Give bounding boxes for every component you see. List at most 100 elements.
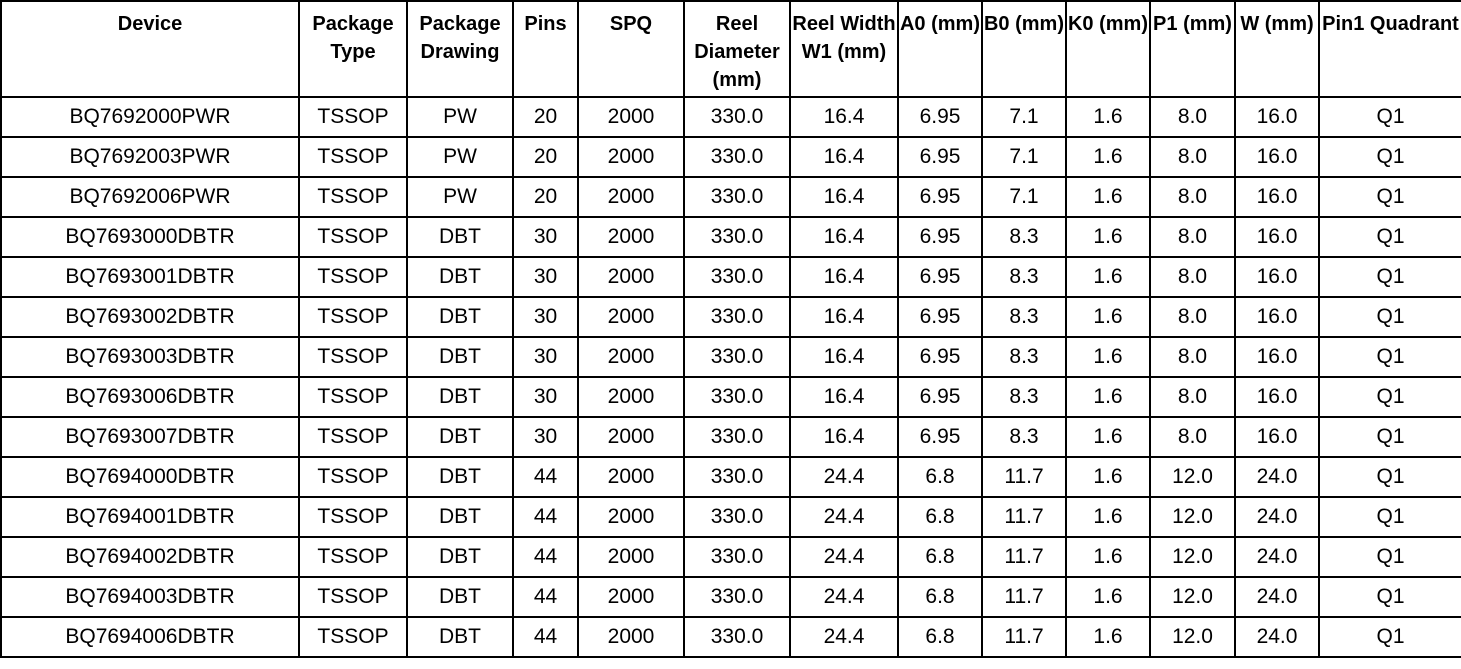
cell-package-type: TSSOP <box>298 616 408 658</box>
header-package-drawing: Package Drawing <box>406 0 514 98</box>
cell-k0: 1.6 <box>1065 176 1151 218</box>
cell-b0: 8.3 <box>981 216 1067 258</box>
cell-a0: 6.8 <box>897 576 983 618</box>
cell-spq: 2000 <box>577 336 685 378</box>
cell-b0: 8.3 <box>981 416 1067 458</box>
cell-w: 16.0 <box>1234 96 1320 138</box>
cell-p1: 8.0 <box>1149 256 1236 298</box>
cell-device: BQ7693006DBTR <box>0 376 300 418</box>
cell-a0: 6.95 <box>897 296 983 338</box>
cell-reel-width: 16.4 <box>789 296 899 338</box>
cell-package-drawing: DBT <box>406 256 514 298</box>
cell-k0: 1.6 <box>1065 336 1151 378</box>
cell-reel-width: 24.4 <box>789 536 899 578</box>
cell-b0: 7.1 <box>981 136 1067 178</box>
cell-package-type: TSSOP <box>298 96 408 138</box>
header-pin1-quadrant: Pin1 Quadrant <box>1318 0 1461 98</box>
cell-pin1-quadrant: Q1 <box>1318 216 1461 258</box>
cell-spq: 2000 <box>577 96 685 138</box>
cell-reel-width: 24.4 <box>789 616 899 658</box>
cell-spq: 2000 <box>577 576 685 618</box>
cell-device: BQ7693007DBTR <box>0 416 300 458</box>
cell-w: 16.0 <box>1234 256 1320 298</box>
cell-p1: 8.0 <box>1149 416 1236 458</box>
cell-p1: 12.0 <box>1149 496 1236 538</box>
cell-a0: 6.8 <box>897 456 983 498</box>
table-row: BQ7692003PWR TSSOP PW 20 2000 330.0 16.4 6.95 7.… <box>0 136 1461 178</box>
cell-device: BQ7692003PWR <box>0 136 300 178</box>
table-row: BQ7694006DBTR TSSOP DBT 44 2000 330.0 24.4 6.8 1… <box>0 616 1461 658</box>
cell-pin1-quadrant: Q1 <box>1318 136 1461 178</box>
cell-pins: 30 <box>512 296 579 338</box>
cell-w: 16.0 <box>1234 336 1320 378</box>
cell-spq: 2000 <box>577 456 685 498</box>
cell-reel-width: 16.4 <box>789 336 899 378</box>
cell-k0: 1.6 <box>1065 576 1151 618</box>
cell-reel-diameter: 330.0 <box>683 336 791 378</box>
cell-b0: 11.7 <box>981 576 1067 618</box>
cell-b0: 11.7 <box>981 536 1067 578</box>
cell-a0: 6.95 <box>897 376 983 418</box>
cell-p1: 8.0 <box>1149 376 1236 418</box>
cell-pin1-quadrant: Q1 <box>1318 296 1461 338</box>
cell-spq: 2000 <box>577 496 685 538</box>
cell-reel-diameter: 330.0 <box>683 536 791 578</box>
cell-reel-diameter: 330.0 <box>683 176 791 218</box>
cell-reel-diameter: 330.0 <box>683 496 791 538</box>
table-body: BQ7692000PWR TSSOP PW 20 2000 330.0 16.4 6.95 7.… <box>0 96 1461 658</box>
header-w: W (mm) <box>1234 0 1320 98</box>
cell-p1: 8.0 <box>1149 336 1236 378</box>
table-row: BQ7693001DBTR TSSOP DBT 30 2000 330.0 16.4 6.95… <box>0 256 1461 298</box>
cell-b0: 7.1 <box>981 176 1067 218</box>
cell-reel-diameter: 330.0 <box>683 416 791 458</box>
cell-spq: 2000 <box>577 296 685 338</box>
table-row: BQ7693000DBTR TSSOP DBT 30 2000 330.0 16.4 6.95… <box>0 216 1461 258</box>
header-a0: A0 (mm) <box>897 0 983 98</box>
cell-reel-diameter: 330.0 <box>683 576 791 618</box>
cell-k0: 1.6 <box>1065 256 1151 298</box>
cell-reel-diameter: 330.0 <box>683 216 791 258</box>
cell-package-drawing: DBT <box>406 496 514 538</box>
cell-pin1-quadrant: Q1 <box>1318 96 1461 138</box>
cell-w: 16.0 <box>1234 136 1320 178</box>
cell-pin1-quadrant: Q1 <box>1318 616 1461 658</box>
cell-pins: 20 <box>512 96 579 138</box>
cell-a0: 6.8 <box>897 616 983 658</box>
header-pins: Pins <box>512 0 579 98</box>
cell-device: BQ7694000DBTR <box>0 456 300 498</box>
cell-reel-diameter: 330.0 <box>683 616 791 658</box>
cell-p1: 8.0 <box>1149 176 1236 218</box>
cell-package-type: TSSOP <box>298 456 408 498</box>
cell-device: BQ7694002DBTR <box>0 536 300 578</box>
cell-package-drawing: DBT <box>406 336 514 378</box>
cell-package-drawing: DBT <box>406 536 514 578</box>
cell-k0: 1.6 <box>1065 416 1151 458</box>
cell-spq: 2000 <box>577 136 685 178</box>
cell-pins: 30 <box>512 216 579 258</box>
cell-p1: 8.0 <box>1149 96 1236 138</box>
cell-spq: 2000 <box>577 176 685 218</box>
cell-reel-width: 24.4 <box>789 456 899 498</box>
cell-package-drawing: DBT <box>406 296 514 338</box>
cell-pin1-quadrant: Q1 <box>1318 336 1461 378</box>
cell-a0: 6.8 <box>897 536 983 578</box>
header-reel-width: Reel Width W1 (mm) <box>789 0 899 98</box>
cell-package-type: TSSOP <box>298 576 408 618</box>
cell-package-drawing: DBT <box>406 456 514 498</box>
cell-pins: 44 <box>512 576 579 618</box>
cell-pins: 30 <box>512 376 579 418</box>
cell-w: 24.0 <box>1234 576 1320 618</box>
cell-package-type: TSSOP <box>298 216 408 258</box>
cell-w: 24.0 <box>1234 496 1320 538</box>
cell-package-drawing: DBT <box>406 416 514 458</box>
cell-spq: 2000 <box>577 376 685 418</box>
cell-package-type: TSSOP <box>298 136 408 178</box>
cell-b0: 11.7 <box>981 496 1067 538</box>
cell-a0: 6.95 <box>897 96 983 138</box>
cell-pins: 20 <box>512 176 579 218</box>
cell-spq: 2000 <box>577 256 685 298</box>
cell-a0: 6.95 <box>897 336 983 378</box>
cell-k0: 1.6 <box>1065 96 1151 138</box>
cell-w: 16.0 <box>1234 216 1320 258</box>
cell-w: 24.0 <box>1234 456 1320 498</box>
